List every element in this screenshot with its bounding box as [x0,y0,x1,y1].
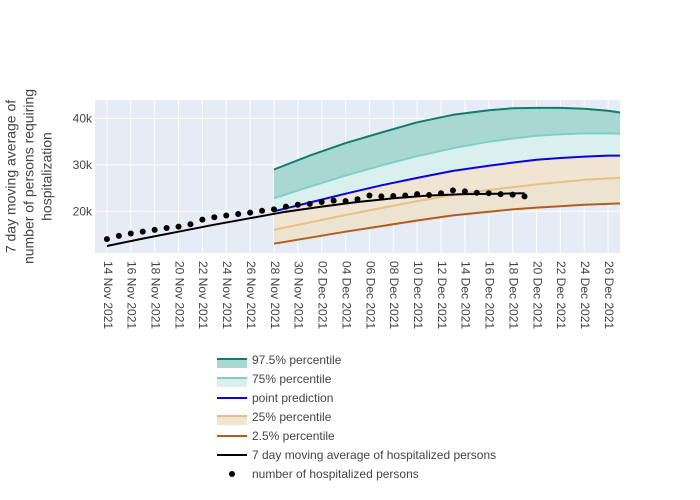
legend-item-25-percentile[interactable]: 25% percentile [217,410,332,425]
x-tick-label: 18 Nov 2021 [148,261,162,329]
data-point [497,191,504,198]
data-point [318,199,325,205]
data-point [306,200,313,207]
hospitalized-points [103,187,528,243]
data-point [390,192,397,199]
x-tick-label: 28 Nov 2021 [268,261,282,329]
x-tick-labels: 14 Nov 2021 16 Nov 2021 18 Nov 2021 20 Nov … [101,261,616,329]
legend-swatch-marker [229,471,235,477]
x-tick-label: 08 Dec 2021 [387,261,401,329]
data-point [294,201,301,208]
data-point [509,191,516,198]
data-point [426,192,433,199]
x-tick-label: 22 Dec 2021 [554,261,568,329]
y-tick-label: 30k [73,158,93,172]
series-line-2-5-percentile [273,202,621,245]
x-tick-label: 14 Dec 2021 [459,261,473,329]
x-tick-label: 26 Nov 2021 [244,261,258,329]
data-point [139,228,146,235]
band-25-to-2-5-tint [274,177,620,244]
data-point [259,207,266,214]
data-point [199,216,206,223]
legend-label: 97.5% percentile [252,353,342,367]
data-point [282,203,289,210]
data-point [223,212,230,219]
x-tick-label: 18 Dec 2021 [506,261,520,329]
data-point [366,192,373,199]
legend-item-7-day-moving-average-of-hospitalized-persons[interactable]: 7 day moving average of hospitalized per… [217,448,496,462]
data-point [163,224,170,231]
data-point [247,209,254,216]
data-point [103,236,110,243]
legend-item-97-5-percentile[interactable]: 97.5% percentile [217,353,342,368]
legend-swatch-fill [217,416,247,425]
series-line-97-5-percentile [273,106,621,171]
y-tick-label: 20k [73,204,93,218]
legend-item-75-percentile[interactable]: 75% percentile [217,372,332,387]
x-tick-label: 26 Dec 2021 [602,261,616,329]
x-tick-label: 20 Dec 2021 [530,261,544,329]
x-tick-label: 16 Dec 2021 [483,261,497,329]
data-point [414,191,421,198]
legend-label: 25% percentile [252,410,332,424]
data-point [211,214,218,221]
data-point [342,198,349,205]
y-tick-labels: 20k 30k 40k [73,112,93,219]
x-tick-label: 20 Nov 2021 [172,261,186,329]
legend-item-number-of-hospitalized-persons[interactable]: number of hospitalized persons [229,467,419,481]
data-point [378,193,385,200]
data-point [438,190,445,197]
y-axis-title-line: number of persons requiring [21,89,37,264]
x-tick-label: 24 Dec 2021 [578,261,592,329]
legend-item-point-prediction[interactable]: point prediction [217,391,333,405]
data-point [402,192,409,199]
y-axis-title-line: 7 day moving average of [3,100,19,253]
data-point [521,193,528,200]
legend-label: number of hospitalized persons [252,467,419,481]
series-line-75-percentile [273,132,621,200]
legend-label: 2.5% percentile [252,429,335,443]
x-tick-label: 16 Nov 2021 [125,261,139,329]
series-line-point-prediction [273,154,620,213]
x-tick-label: 30 Nov 2021 [292,261,306,329]
x-tick-label: 24 Nov 2021 [220,261,234,329]
x-tick-label: 12 Dec 2021 [435,261,449,329]
data-point [175,223,182,230]
y-axis-title-line: hospitalization [39,132,55,221]
data-point [473,189,480,196]
series-line-25-percentile [273,176,621,231]
legend-label: 7 day moving average of hospitalized per… [252,448,496,462]
data-point [354,196,361,203]
y-axis-title: 7 day moving average of number of persons… [3,89,55,264]
data-point [449,187,456,194]
legend-label: point prediction [252,391,333,405]
legend-label: 75% percentile [252,372,332,386]
legend-swatch-fill [217,359,247,368]
data-point [151,226,158,233]
data-point [330,197,337,204]
legend-swatch-fill [217,378,247,387]
legend: 97.5% percentile 75% percentile point pred… [217,353,496,481]
x-tick-label: 22 Nov 2021 [196,261,210,329]
data-point [235,211,242,218]
y-tick-label: 40k [73,112,93,126]
x-tick-label: 04 Dec 2021 [339,261,353,329]
x-tick-label: 10 Dec 2021 [411,261,425,329]
band-97-5-to-75 [274,107,620,199]
band-75-to-point [274,133,620,212]
data-point [127,230,134,237]
data-point [461,188,468,195]
data-point [485,190,492,197]
data-point [187,221,194,228]
x-tick-label: 06 Dec 2021 [363,261,377,329]
data-point [270,206,277,213]
data-point [115,232,122,239]
legend-item-2-5-percentile[interactable]: 2.5% percentile [217,429,335,443]
x-tick-label: 02 Dec 2021 [316,261,330,329]
x-tick-label: 14 Nov 2021 [101,261,115,329]
